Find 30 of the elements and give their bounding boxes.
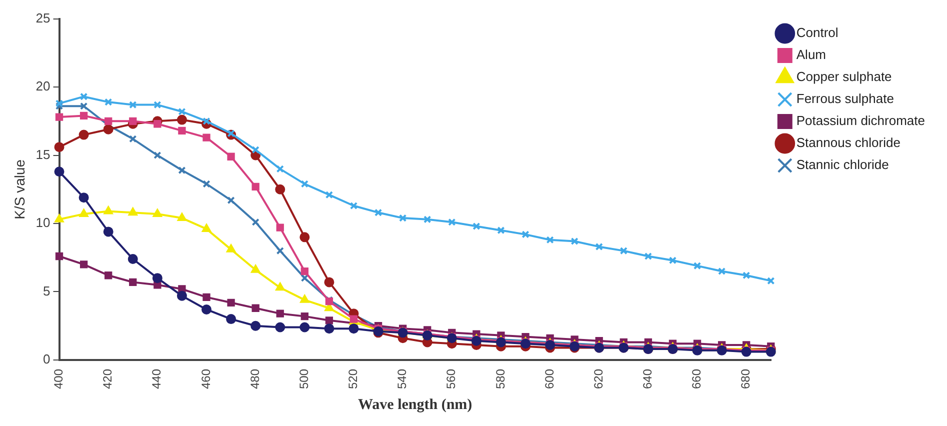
y-tick-label: 0 xyxy=(43,352,50,367)
y-tick-label: 25 xyxy=(36,10,50,26)
legend-label: Ferrous sulphate xyxy=(796,91,894,106)
x-axis-title: Wave length (nm) xyxy=(358,396,472,413)
x-tick-label: 520 xyxy=(346,368,360,390)
legend-label: Copper sulphate xyxy=(796,69,892,84)
legend-label: Potassium dichromate xyxy=(796,113,926,128)
x-tick-label: 440 xyxy=(150,368,164,390)
x-tick-label: 460 xyxy=(198,368,213,390)
y-tick-label: 20 xyxy=(36,78,50,94)
x-tick-label: 560 xyxy=(444,368,458,390)
x-tick-label: 660 xyxy=(690,368,704,390)
y-tick-label: 10 xyxy=(36,215,50,230)
x-tick-label: 640 xyxy=(640,368,655,390)
x-tick-label: 580 xyxy=(493,368,508,390)
y-tick-label: 5 xyxy=(43,283,50,298)
x-tick-label: 420 xyxy=(100,368,115,390)
y-tick-label: 15 xyxy=(36,146,50,162)
legend-label: Stannic chloride xyxy=(796,157,889,172)
x-tick-label: 600 xyxy=(542,368,556,390)
x-tick-label: 480 xyxy=(248,368,262,390)
legend-label: Control xyxy=(796,25,838,40)
y-axis-title: K/S value xyxy=(11,159,28,220)
x-tick-label: 540 xyxy=(395,368,410,390)
legend-label: Stannous chloride xyxy=(796,135,900,150)
x-tick-label: 500 xyxy=(296,368,311,390)
x-tick-label: 620 xyxy=(591,368,606,390)
x-tick-label: 680 xyxy=(738,368,753,390)
x-tick-label: 400 xyxy=(52,368,66,390)
legend-label: Alum xyxy=(796,47,826,62)
